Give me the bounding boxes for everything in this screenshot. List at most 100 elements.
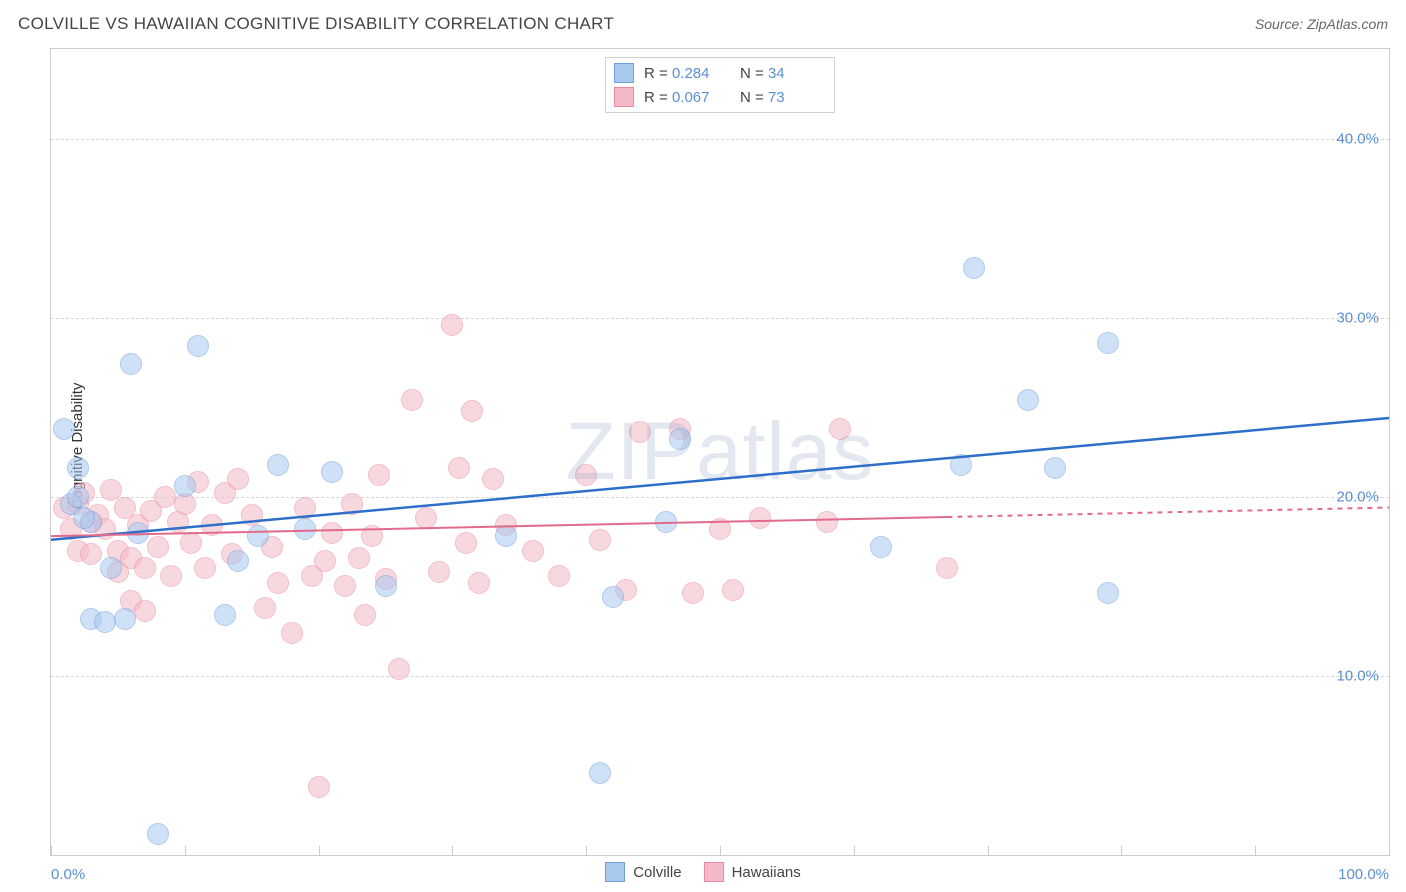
data-point <box>829 418 851 440</box>
data-point <box>321 461 343 483</box>
data-point <box>548 565 570 587</box>
data-point <box>1097 582 1119 604</box>
gridline <box>51 318 1389 319</box>
n-value: 34 <box>768 65 785 82</box>
data-point <box>936 557 958 579</box>
data-point <box>247 525 269 547</box>
data-point <box>455 532 477 554</box>
data-point <box>1017 389 1039 411</box>
data-point <box>682 582 704 604</box>
data-point <box>127 522 149 544</box>
data-point <box>241 504 263 526</box>
x-tick <box>1121 846 1122 856</box>
data-point <box>950 454 972 476</box>
data-point <box>354 604 376 626</box>
data-point <box>441 314 463 336</box>
y-tick-label: 40.0% <box>1336 130 1379 147</box>
r-value: 0.284 <box>672 65 710 82</box>
data-point <box>294 497 316 519</box>
data-point <box>341 493 363 515</box>
data-point <box>575 464 597 486</box>
data-point <box>267 572 289 594</box>
data-point <box>53 418 75 440</box>
data-point <box>214 604 236 626</box>
x-tick <box>185 846 186 856</box>
data-point <box>187 335 209 357</box>
data-point <box>602 586 624 608</box>
correlation-legend: R = 0.284 N = 34 R = 0.067 N = 73 <box>605 57 835 113</box>
data-point <box>870 536 892 558</box>
data-point <box>589 762 611 784</box>
data-point <box>227 550 249 572</box>
gridline <box>51 139 1389 140</box>
x-tick <box>452 846 453 856</box>
gridline <box>51 497 1389 498</box>
data-point <box>67 486 89 508</box>
data-point <box>160 565 182 587</box>
data-point <box>401 389 423 411</box>
data-point <box>1097 332 1119 354</box>
data-point <box>147 823 169 845</box>
data-point <box>375 575 397 597</box>
data-point <box>201 514 223 536</box>
data-point <box>147 536 169 558</box>
legend-row: R = 0.284 N = 34 <box>614 61 826 85</box>
plot-area: 10.0%20.0%30.0%40.0%0.0%100.0% <box>51 49 1389 855</box>
legend-item: Colville <box>605 862 681 882</box>
data-point <box>468 572 490 594</box>
legend-item: Hawaiians <box>704 862 801 882</box>
data-point <box>100 557 122 579</box>
data-point <box>482 468 504 490</box>
data-point <box>94 611 116 633</box>
data-point <box>589 529 611 551</box>
legend-row: R = 0.067 N = 73 <box>614 85 826 109</box>
data-point <box>294 518 316 540</box>
r-label: R = <box>644 89 672 106</box>
r-label: R = <box>644 65 672 82</box>
source-prefix: Source: <box>1255 16 1307 32</box>
data-point <box>267 454 289 476</box>
n-label: N = <box>740 65 768 82</box>
n-label: N = <box>740 89 768 106</box>
data-point <box>281 622 303 644</box>
scatter-chart: ZIPatlas 10.0%20.0%30.0%40.0%0.0%100.0% … <box>50 48 1390 856</box>
y-tick-label: 20.0% <box>1336 488 1379 505</box>
data-point <box>722 579 744 601</box>
data-point <box>388 658 410 680</box>
x-tick <box>586 846 587 856</box>
source-name: ZipAtlas.com <box>1307 16 1388 32</box>
data-point <box>1044 457 1066 479</box>
data-point <box>321 522 343 544</box>
data-point <box>73 507 95 529</box>
x-tick <box>1255 846 1256 856</box>
n-value: 73 <box>768 89 785 106</box>
r-value: 0.067 <box>672 89 710 106</box>
data-point <box>361 525 383 547</box>
gridline <box>51 676 1389 677</box>
data-point <box>816 511 838 533</box>
legend-label: Hawaiians <box>732 864 801 881</box>
legend-label: Colville <box>633 864 681 881</box>
x-tick <box>988 846 989 856</box>
data-point <box>254 597 276 619</box>
data-point <box>629 421 651 443</box>
data-point <box>963 257 985 279</box>
legend-swatch <box>704 862 724 882</box>
data-point <box>308 776 330 798</box>
x-tick <box>51 846 52 856</box>
data-point <box>461 400 483 422</box>
data-point <box>174 475 196 497</box>
data-point <box>227 468 249 490</box>
data-point <box>448 457 470 479</box>
y-tick-label: 10.0% <box>1336 667 1379 684</box>
data-point <box>334 575 356 597</box>
data-point <box>134 557 156 579</box>
data-point <box>749 507 771 529</box>
data-point <box>709 518 731 540</box>
y-tick-label: 30.0% <box>1336 309 1379 326</box>
data-point <box>368 464 390 486</box>
chart-title: COLVILLE VS HAWAIIAN COGNITIVE DISABILIT… <box>18 14 614 34</box>
data-point <box>120 353 142 375</box>
data-point <box>80 543 102 565</box>
data-point <box>134 600 156 622</box>
